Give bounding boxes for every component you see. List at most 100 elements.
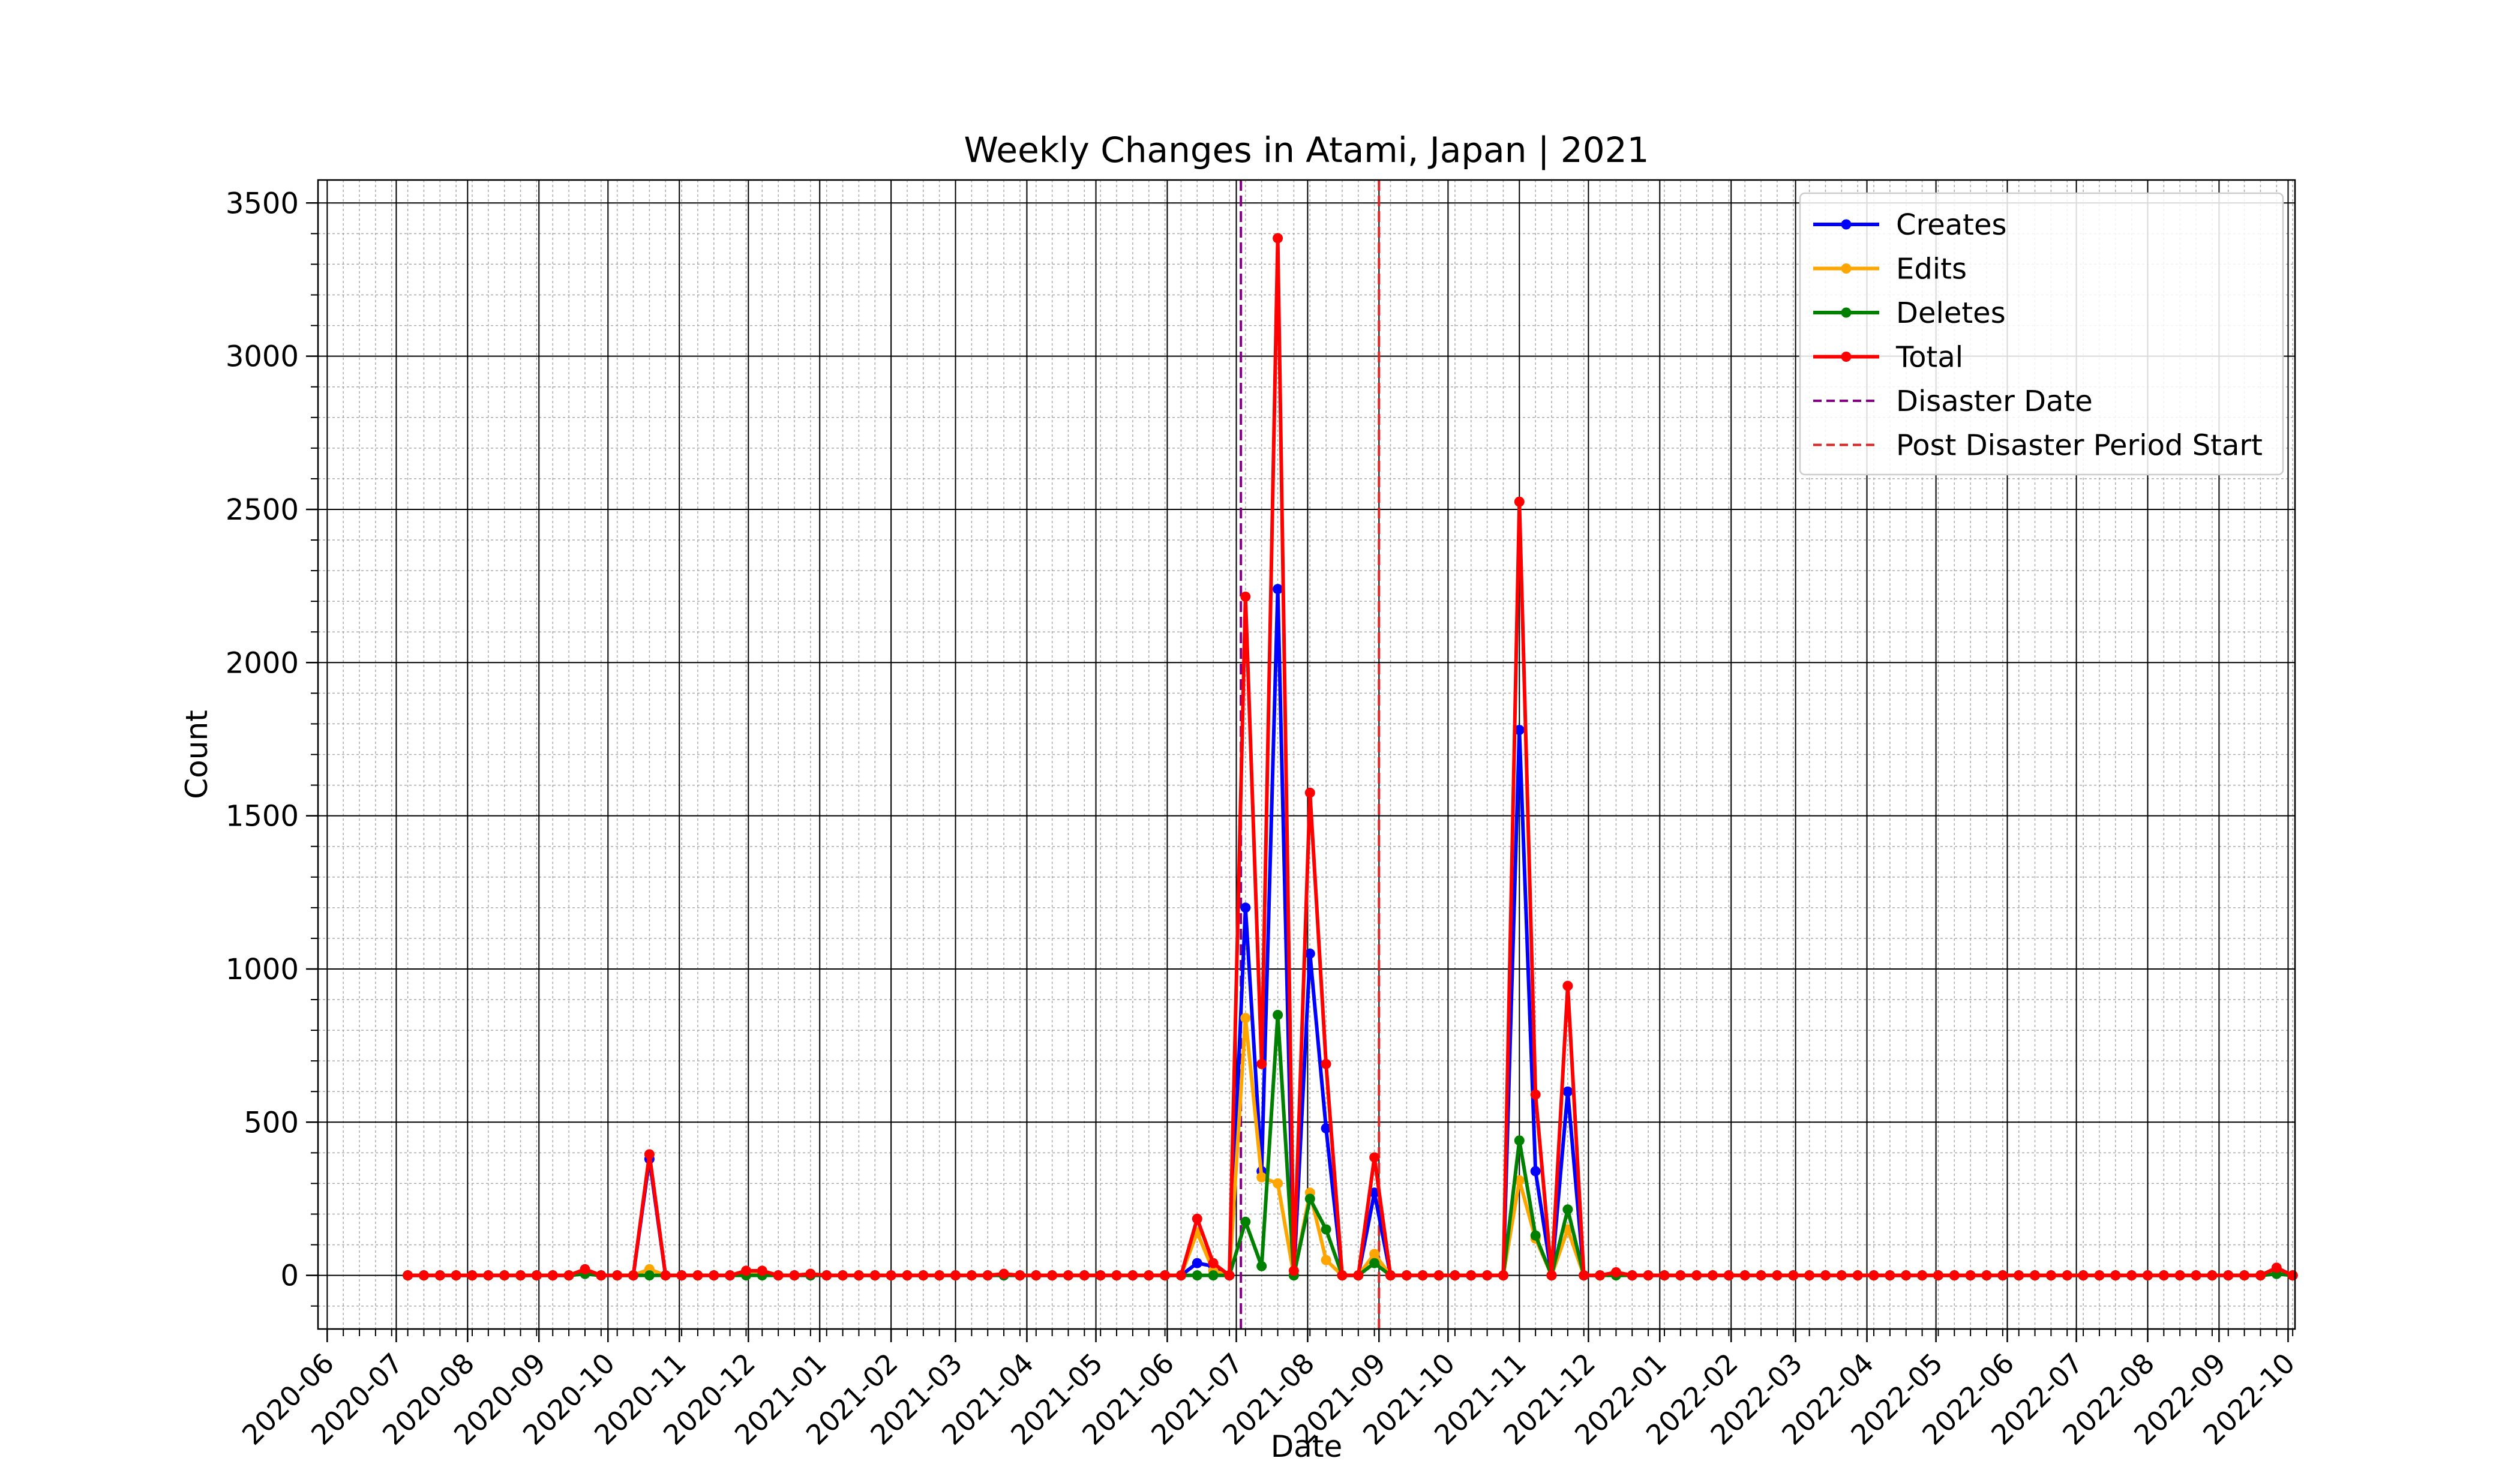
- data-point-total: [2045, 1270, 2056, 1281]
- data-point-total: [1160, 1270, 1171, 1281]
- y-tick-label: 3000: [226, 340, 299, 374]
- y-tick-label: 2000: [226, 646, 299, 680]
- data-point-total: [451, 1270, 461, 1281]
- data-point-total: [644, 1149, 655, 1160]
- data-point-deletes: [1369, 1258, 1380, 1268]
- data-point-deletes: [1208, 1270, 1219, 1281]
- data-point-total: [2239, 1270, 2250, 1281]
- data-point-total: [628, 1270, 638, 1281]
- data-point-total: [596, 1270, 607, 1281]
- data-point-total: [1498, 1270, 1508, 1281]
- data-point-total: [1530, 1089, 1541, 1100]
- data-point-total: [2094, 1270, 2105, 1281]
- data-point-edits: [1240, 1013, 1251, 1024]
- data-point-total: [483, 1270, 494, 1281]
- data-point-total: [1675, 1270, 1686, 1281]
- data-point-total: [1756, 1270, 1766, 1281]
- data-point-total: [773, 1270, 784, 1281]
- data-point-total: [612, 1270, 623, 1281]
- data-point-total: [709, 1270, 719, 1281]
- data-point-total: [1659, 1270, 1670, 1281]
- data-point-total: [418, 1270, 429, 1281]
- data-point-total: [1015, 1270, 1025, 1281]
- data-point-total: [1353, 1270, 1364, 1281]
- data-point-deletes: [1562, 1204, 1573, 1215]
- y-tick-label: 1000: [226, 953, 299, 986]
- data-point-total: [2271, 1262, 2282, 1273]
- data-point-total: [434, 1270, 445, 1281]
- legend-label-edits: Edits: [1896, 253, 1967, 286]
- series-total: [403, 233, 2298, 1281]
- data-point-total: [1175, 1270, 1186, 1281]
- legend-label-post-disaster-period-start: Post Disaster Period Start: [1896, 429, 2263, 463]
- data-point-total: [403, 1270, 413, 1281]
- x-axis-label: Date: [1271, 1429, 1343, 1464]
- data-point-total: [2062, 1270, 2072, 1281]
- data-point-total: [982, 1270, 993, 1281]
- data-point-total: [1450, 1270, 1460, 1281]
- data-point-total: [2287, 1270, 2298, 1281]
- data-point-edits: [1256, 1172, 1267, 1183]
- data-point-total: [1256, 1058, 1267, 1069]
- data-point-creates: [1240, 902, 1251, 913]
- data-point-total: [1208, 1258, 1219, 1268]
- data-point-total: [1788, 1270, 1799, 1281]
- legend-marker-creates: [1841, 219, 1852, 230]
- data-point-total: [1820, 1270, 1831, 1281]
- data-point-total: [1739, 1270, 1750, 1281]
- data-point-total: [725, 1270, 736, 1281]
- data-point-total: [2014, 1270, 2024, 1281]
- data-point-creates: [1304, 948, 1315, 959]
- data-point-total: [1240, 592, 1251, 602]
- data-point-edits: [1321, 1255, 1331, 1265]
- data-point-total: [1127, 1270, 1138, 1281]
- data-point-total: [1643, 1270, 1654, 1281]
- data-point-total: [918, 1270, 929, 1281]
- reference-lines: [1240, 180, 1381, 1329]
- y-tick-label: 500: [244, 1106, 299, 1139]
- data-point-total: [499, 1270, 510, 1281]
- legend-label-total: Total: [1895, 341, 1963, 374]
- data-point-creates: [1369, 1187, 1380, 1198]
- data-point-total: [515, 1270, 526, 1281]
- data-point-total: [869, 1270, 880, 1281]
- data-point-total: [2110, 1270, 2121, 1281]
- data-point-total: [1047, 1270, 1058, 1281]
- data-point-creates: [1562, 1086, 1573, 1097]
- data-point-deletes: [1514, 1135, 1525, 1146]
- data-point-total: [1144, 1270, 1154, 1281]
- data-point-total: [902, 1270, 913, 1281]
- data-point-total: [1192, 1213, 1202, 1224]
- data-point-total: [1885, 1270, 1895, 1281]
- data-point-deletes: [1192, 1270, 1202, 1281]
- data-point-total: [1579, 1270, 1589, 1281]
- chart-title: Weekly Changes in Atami, Japan | 2021: [964, 130, 1649, 170]
- data-point-total: [1997, 1270, 2008, 1281]
- data-point-total: [838, 1270, 848, 1281]
- data-point-creates: [1273, 584, 1283, 595]
- legend-marker-total: [1841, 352, 1852, 362]
- data-point-total: [1111, 1270, 1122, 1281]
- data-point-total: [998, 1268, 1009, 1279]
- data-point-total: [1610, 1267, 1621, 1277]
- data-point-total: [2126, 1270, 2137, 1281]
- data-point-total: [1273, 233, 1283, 244]
- data-point-total: [1595, 1270, 1606, 1281]
- data-point-total: [1433, 1270, 1444, 1281]
- data-point-total: [2158, 1270, 2169, 1281]
- data-point-total: [1482, 1270, 1493, 1281]
- legend-label-disaster-date: Disaster Date: [1896, 385, 2093, 418]
- legend-box: [1799, 192, 2284, 476]
- y-tick-label: 0: [280, 1259, 299, 1293]
- data-point-creates: [1192, 1258, 1202, 1268]
- data-point-total: [1063, 1270, 1073, 1281]
- data-point-edits: [1273, 1178, 1283, 1189]
- data-point-total: [1901, 1270, 1912, 1281]
- data-point-total: [563, 1270, 574, 1281]
- data-point-deletes: [1304, 1193, 1315, 1204]
- data-point-total: [1965, 1270, 1976, 1281]
- y-tick-label: 1500: [226, 800, 299, 833]
- data-point-edits: [1369, 1249, 1380, 1259]
- data-point-total: [1933, 1270, 1943, 1281]
- data-point-total: [692, 1270, 703, 1281]
